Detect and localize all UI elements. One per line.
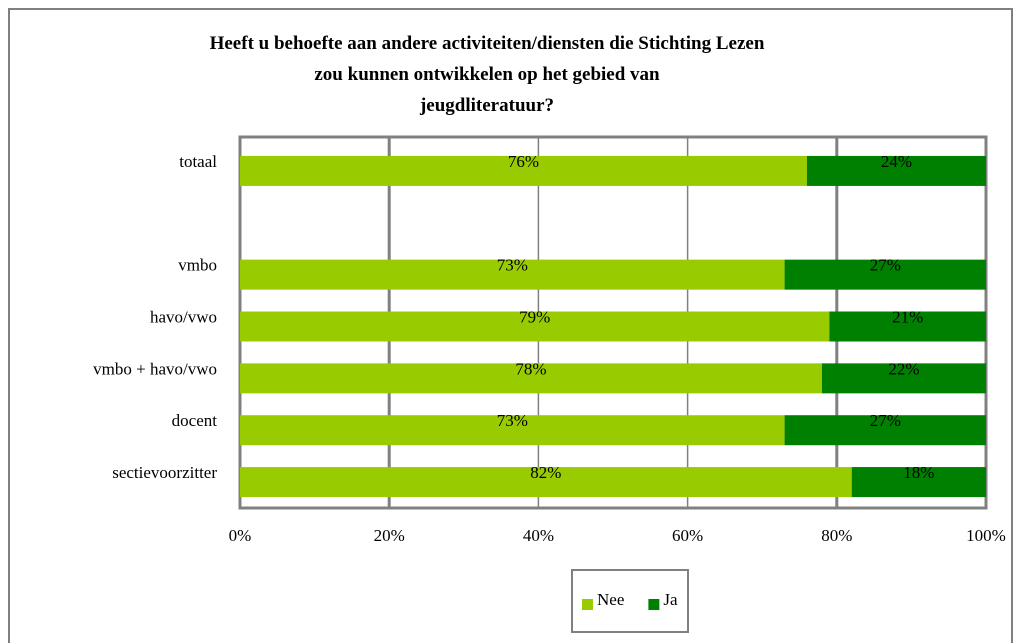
bar-segment (784, 259, 986, 290)
data-label: 73% (497, 256, 528, 275)
chart-title: Heeft u behoefte aan andere activiteiten… (210, 33, 765, 116)
x-tick-label: 60% (672, 526, 703, 545)
data-label: 76% (508, 152, 539, 171)
y-tick-label: vmbo + havo/vwo (93, 359, 217, 378)
data-label: 27% (870, 411, 901, 430)
bar-segment (806, 155, 986, 186)
data-label: 18% (903, 463, 934, 482)
x-tick-label: 80% (821, 526, 852, 545)
bar-segment (829, 311, 986, 342)
chart-title-group: Heeft u behoefte aan andere activiteiten… (210, 33, 765, 116)
data-label: 27% (870, 256, 901, 275)
x-tick-label: 40% (523, 526, 554, 545)
bar-segment (851, 467, 986, 498)
bar-segment (240, 467, 852, 498)
data-label: 78% (515, 359, 546, 378)
legend-swatch (648, 599, 660, 610)
bar-segment (784, 415, 986, 446)
y-tick-label: vmbo (178, 256, 217, 275)
x-tick-label: 100% (966, 526, 1006, 545)
bar-segment (821, 363, 986, 394)
x-tick-label: 0% (229, 526, 252, 545)
bar-segment (240, 155, 807, 186)
y-tick-label: sectievoorzitter (112, 463, 217, 482)
data-label: 22% (888, 359, 919, 378)
bar-segment (240, 415, 785, 446)
data-label: 82% (530, 463, 561, 482)
y-tick-label: totaal (179, 152, 217, 171)
data-label: 24% (881, 152, 912, 171)
legend-label: Ja (663, 590, 678, 609)
legend-swatch (582, 599, 593, 610)
data-label: 73% (497, 411, 528, 430)
legend-label: Nee (597, 590, 624, 609)
bar-segment (240, 363, 822, 394)
y-tick-label: docent (172, 411, 218, 430)
data-label: 79% (519, 307, 550, 326)
x-tick-label: 20% (374, 526, 405, 545)
bar-segment (240, 259, 785, 290)
data-label: 21% (892, 307, 923, 326)
bar-segment (240, 311, 830, 342)
y-tick-label: havo/vwo (150, 307, 217, 326)
